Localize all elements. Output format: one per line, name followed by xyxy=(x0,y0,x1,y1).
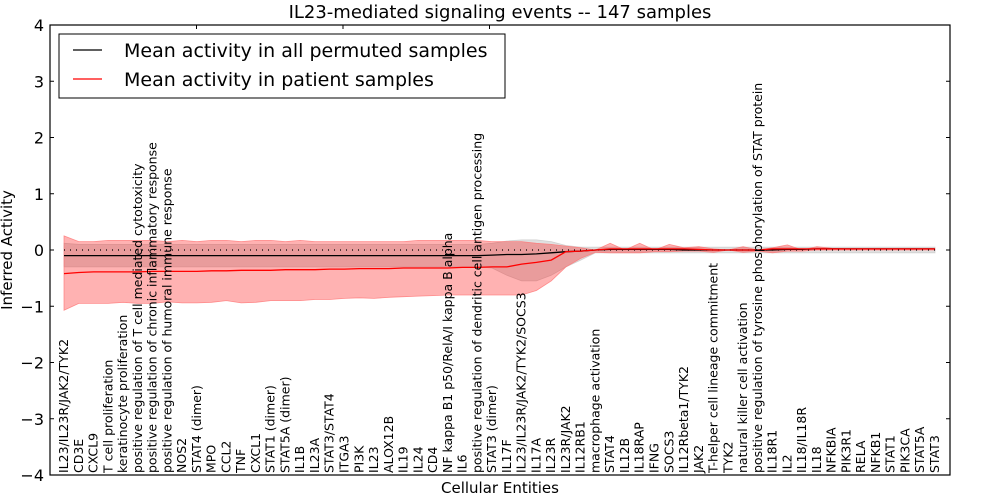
category-label: IL6 xyxy=(455,454,470,473)
category-label: IFNG xyxy=(647,443,662,473)
legend-box xyxy=(58,33,506,99)
category-label: NF kappa B1 p50/RelA/I kappa B alpha xyxy=(440,233,455,473)
confidence-bands xyxy=(63,235,936,311)
category-label: positive regulation of dendritic cell an… xyxy=(469,133,484,473)
category-label: IL23 xyxy=(366,446,381,473)
y-tick-label: −2 xyxy=(20,354,44,373)
category-label: PIK3CA xyxy=(898,428,913,473)
category-label: PI3K xyxy=(351,445,366,473)
category-label: NFKB1 xyxy=(868,432,883,473)
category-label: IL18/IL18R xyxy=(794,407,809,473)
category-label: CD3E xyxy=(71,439,86,473)
category-label: IL18R1 xyxy=(765,430,780,473)
category-label: TNF xyxy=(233,449,248,474)
category-label: IL12B xyxy=(617,438,632,473)
category-label: PIK3R1 xyxy=(838,429,853,473)
category-label: IL1B xyxy=(292,446,307,473)
line-patient xyxy=(63,248,935,275)
category-label: ITGA3 xyxy=(337,435,352,473)
category-label: STAT1 (dimer) xyxy=(263,385,278,473)
x-axis-label: Cellular Entities xyxy=(441,479,559,497)
category-label: NFKBIA xyxy=(824,427,839,473)
legend-label-permuted: Mean activity in all permuted samples xyxy=(124,40,487,62)
y-tick-label: 2 xyxy=(34,129,44,148)
category-label: IL23/IL23R/JAK2/TYK2/SOCS3 xyxy=(514,292,529,473)
y-tick-label: 3 xyxy=(34,72,44,91)
category-label: IL18RAP xyxy=(632,422,647,473)
legend-label-patient: Mean activity in patient samples xyxy=(124,69,434,91)
y-axis-ticks: −4 −3 −2 −1 0 1 2 3 4 xyxy=(20,16,950,485)
category-label: IL12RB1 xyxy=(573,421,588,473)
category-label: T-helper cell lineage commitment xyxy=(706,263,721,474)
series-lines xyxy=(63,248,935,275)
x-axis-ticks xyxy=(196,25,490,29)
legend: Mean activity in all permuted samples Me… xyxy=(58,33,506,99)
category-label: STAT3 xyxy=(927,435,942,473)
category-label: IL18 xyxy=(809,446,824,473)
category-labels: IL23/IL23R/JAK2/TYK2 CD3E CXCL9 T cell prol… xyxy=(56,83,942,474)
category-label: STAT5A (dimer) xyxy=(277,377,292,473)
category-label: IL23R xyxy=(543,437,558,473)
category-label: NOS2 xyxy=(174,438,189,473)
category-label: T cell proliferation xyxy=(100,360,115,474)
category-label: IL17A xyxy=(528,437,543,473)
category-label: STAT4 (dimer) xyxy=(189,385,204,473)
category-label: positive regulation of chronic inflammat… xyxy=(145,142,160,473)
category-label: IL2 xyxy=(779,454,794,473)
category-label: natural killer cell activation xyxy=(735,302,750,473)
y-tick-label: 0 xyxy=(34,241,44,260)
y-tick-label: −4 xyxy=(20,466,44,485)
category-label: IL23/IL23R/JAK2/TYK2 xyxy=(56,339,71,473)
category-label: positive regulation of humoral immune re… xyxy=(159,168,174,473)
category-label: SOCS3 xyxy=(661,431,676,473)
category-label: macrophage activation xyxy=(588,329,603,473)
category-label: IL23R/JAK2 xyxy=(558,405,573,473)
y-tick-label: −1 xyxy=(20,297,44,316)
category-label: STAT1 xyxy=(883,435,898,473)
category-label: TYK2 xyxy=(720,442,735,474)
category-label: RELA xyxy=(853,440,868,473)
category-label: CXCL9 xyxy=(86,433,101,473)
y-axis-label: Inferred Activity xyxy=(0,190,16,310)
category-label: STAT4 xyxy=(602,435,617,473)
y-tick-label: −3 xyxy=(20,410,44,429)
category-label: IL19 xyxy=(396,446,411,473)
category-label: MPO xyxy=(204,445,219,473)
category-label: JAK2 xyxy=(691,445,706,474)
category-label: keratinocyte proliferation xyxy=(115,315,130,473)
category-label: STAT3 (dimer) xyxy=(484,385,499,473)
category-label: IL17F xyxy=(499,439,514,473)
y-tick-label: 4 xyxy=(34,16,44,35)
category-label: CCL2 xyxy=(218,441,233,473)
category-label: CXCL1 xyxy=(248,433,263,473)
y-tick-label: 1 xyxy=(34,185,44,204)
category-label: positive regulation of tyrosine phosphor… xyxy=(750,83,765,473)
category-label: STAT5A xyxy=(912,426,927,473)
category-label: ALOX12B xyxy=(381,416,396,473)
category-label: CD4 xyxy=(425,447,440,473)
category-label: positive regulation of T cell mediated c… xyxy=(130,163,145,473)
category-label: IL23A xyxy=(307,437,322,473)
category-label: IL24 xyxy=(410,446,425,473)
category-label: IL12Rbeta1/TYK2 xyxy=(676,366,691,473)
chart-title: IL23-mediated signaling events -- 147 sa… xyxy=(289,2,712,23)
category-label: STAT3/STAT4 xyxy=(322,393,337,473)
